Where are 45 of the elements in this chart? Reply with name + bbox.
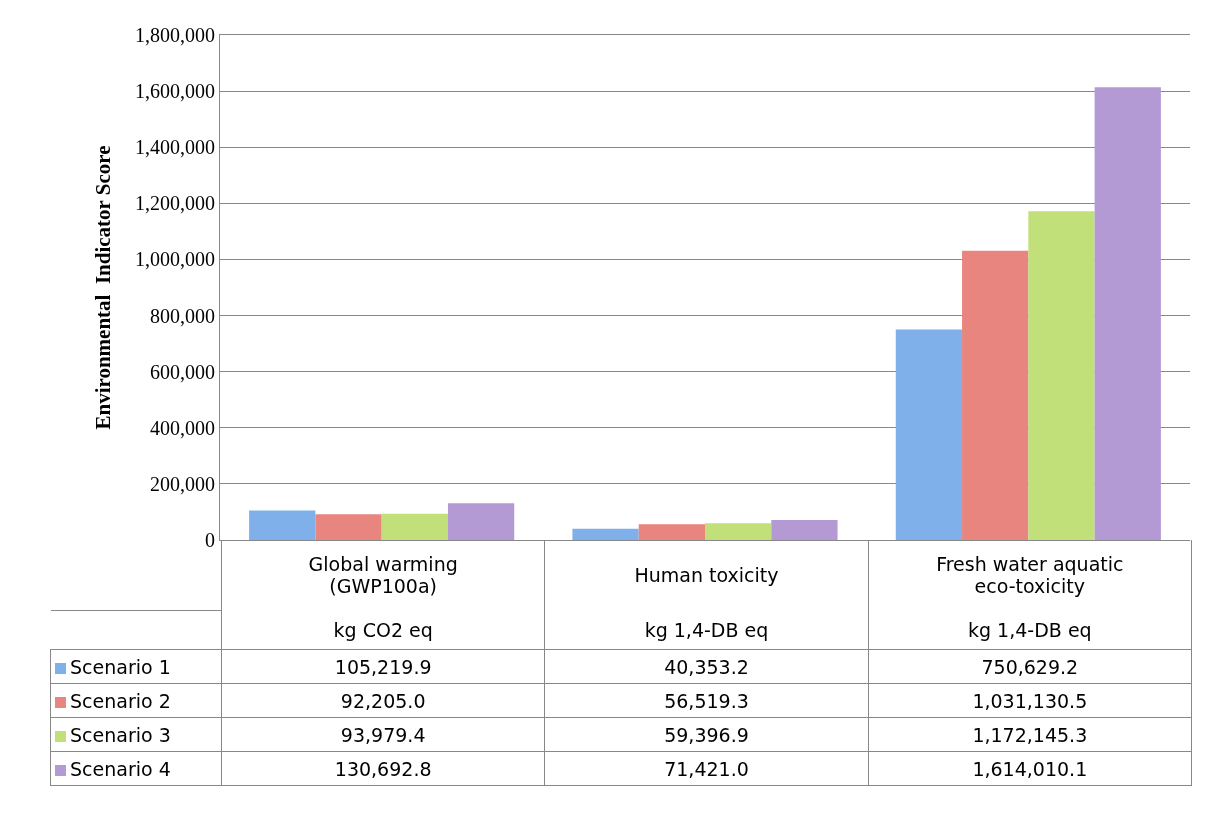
x-tick-label: Global warming (GWP100a) bbox=[307, 553, 459, 598]
bar bbox=[447, 503, 515, 540]
bar bbox=[962, 250, 1029, 540]
data-label: 1,614,010.1 bbox=[868, 751, 1192, 786]
bar bbox=[572, 528, 639, 540]
text: kg 1,4-DB eq bbox=[868, 610, 1192, 650]
data-label: 93,979.4 bbox=[221, 717, 545, 752]
y-tick-label: 1,600,000 bbox=[135, 80, 215, 103]
bar bbox=[705, 523, 772, 540]
data-label: 56,519.3 bbox=[544, 683, 869, 718]
data-label: 1,172,145.3 bbox=[868, 717, 1192, 752]
text: kg 1,4-DB eq bbox=[544, 610, 869, 650]
bar bbox=[1028, 211, 1095, 540]
bar bbox=[1094, 87, 1161, 540]
legend-label: Scenario 3 bbox=[50, 717, 222, 752]
y-tick-label: 800,000 bbox=[150, 304, 215, 327]
bar bbox=[381, 513, 448, 540]
legend-label: Scenario 1 bbox=[50, 649, 222, 684]
legend-label: Scenario 2 bbox=[50, 683, 222, 718]
y-tick-label: 1,000,000 bbox=[135, 248, 215, 271]
data-label: 40,353.2 bbox=[544, 649, 869, 684]
data-label: 105,219.9 bbox=[221, 649, 545, 684]
text: kg CO2 eq bbox=[221, 610, 545, 650]
data-label: 92,205.0 bbox=[221, 683, 545, 718]
data-label: 130,692.8 bbox=[221, 751, 545, 786]
x-tick-label: Human toxicity bbox=[633, 564, 780, 587]
bar bbox=[315, 514, 382, 540]
y-tick-label: 600,000 bbox=[150, 360, 215, 383]
data-label: 1,031,130.5 bbox=[868, 683, 1192, 718]
data-label: 750,629.2 bbox=[868, 649, 1192, 684]
y-tick-label: 200,000 bbox=[150, 472, 215, 495]
y-tick-label: 0 bbox=[205, 529, 215, 551]
bar bbox=[771, 519, 838, 540]
y-tick-label: 400,000 bbox=[150, 416, 215, 439]
bar bbox=[249, 510, 316, 540]
data-label: 71,421.0 bbox=[544, 751, 869, 786]
y-tick-label: 1,200,000 bbox=[135, 192, 215, 215]
y-axis-title: Environmental Indicator Score bbox=[91, 145, 116, 430]
y-tick-label: 1,800,000 bbox=[135, 24, 215, 46]
bar bbox=[895, 329, 963, 540]
x-tick-label: Fresh water aquatic eco-toxicity bbox=[935, 553, 1125, 598]
bar bbox=[638, 524, 705, 540]
y-tick-label: 1,400,000 bbox=[135, 136, 215, 159]
data-label: 59,396.9 bbox=[544, 717, 869, 752]
legend-label: Scenario 4 bbox=[50, 751, 222, 786]
